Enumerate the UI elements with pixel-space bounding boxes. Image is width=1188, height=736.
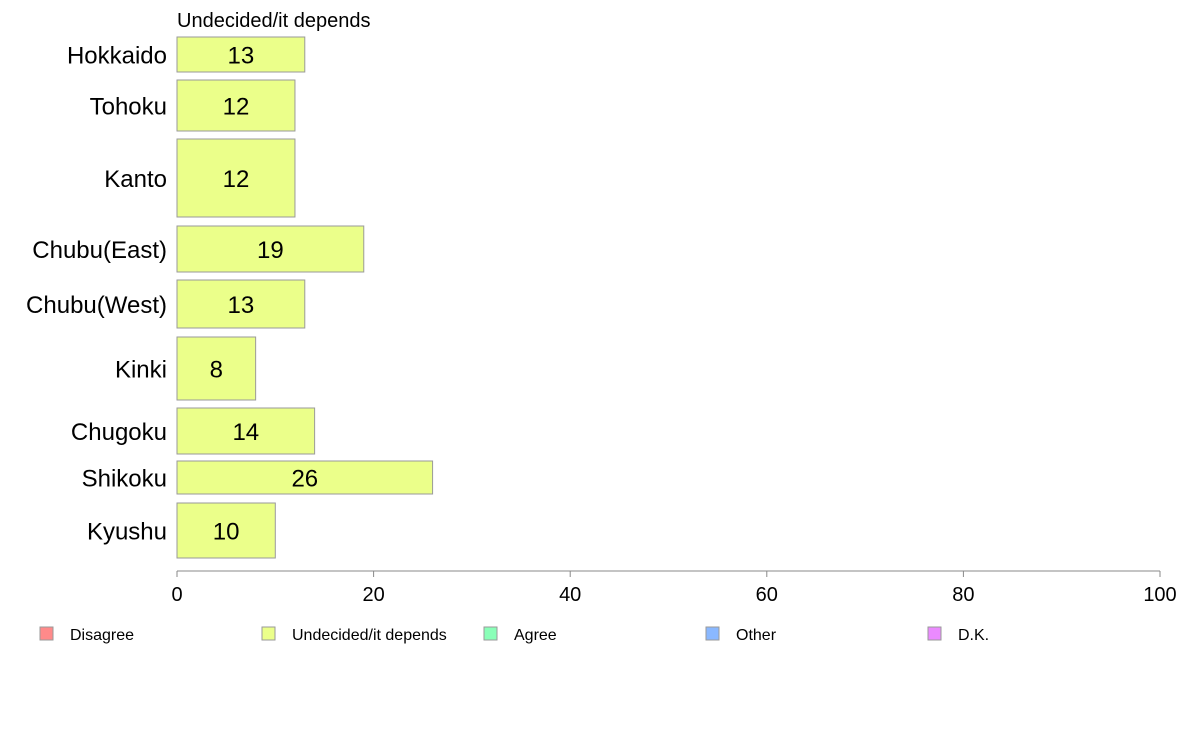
bar-value-label: 19 [257,237,284,264]
bar-kanto [176,138,296,218]
bar-value-label: 26 [291,466,318,493]
legend-swatch [261,626,276,641]
bar-hokkaido [176,36,306,73]
legend-label: Disagree [70,627,134,644]
category-label: Kanto [104,166,167,193]
category-label: Kinki [115,357,167,384]
bar-chugoku [176,407,316,455]
bar-kinki [176,336,257,401]
x-tick-label: 0 [171,584,182,606]
legend-swatch [927,626,942,641]
bar-chubu-west- [176,279,306,329]
legend-swatch [705,626,720,641]
bar-value-label: 13 [228,292,255,319]
category-label: Shikoku [82,466,167,493]
bar-value-label: 12 [223,94,250,121]
bar-value-label: 10 [213,519,240,546]
bar-value-label: 13 [228,43,255,70]
bar-kyushu [176,502,276,559]
x-tick-label: 80 [952,584,974,606]
bar-shikoku [176,460,434,495]
category-label: Hokkaido [67,43,167,70]
bar-tohoku [176,79,296,132]
x-tick-label: 60 [756,584,778,606]
category-label: Chubu(West) [26,292,167,319]
legend-label: D.K. [958,627,989,644]
bar-chubu-east- [176,225,365,273]
legend-label: Undecided/it depends [292,627,447,644]
category-label: Tohoku [90,94,167,121]
legend-label: Agree [514,627,557,644]
bar-value-label: 8 [210,357,223,384]
category-label: Chugoku [71,419,167,446]
x-tick-label: 40 [559,584,581,606]
x-tick-label: 100 [1143,584,1176,606]
category-label: Kyushu [87,519,167,546]
legend-label: Other [736,627,777,644]
legend-swatch [483,626,498,641]
legend-swatch [39,626,54,641]
bar-value-label: 12 [223,166,250,193]
x-tick-label: 20 [362,584,384,606]
category-label: Chubu(East) [32,237,167,264]
bar-value-label: 14 [232,419,259,446]
panel-title: Undecided/it depends [177,10,370,32]
